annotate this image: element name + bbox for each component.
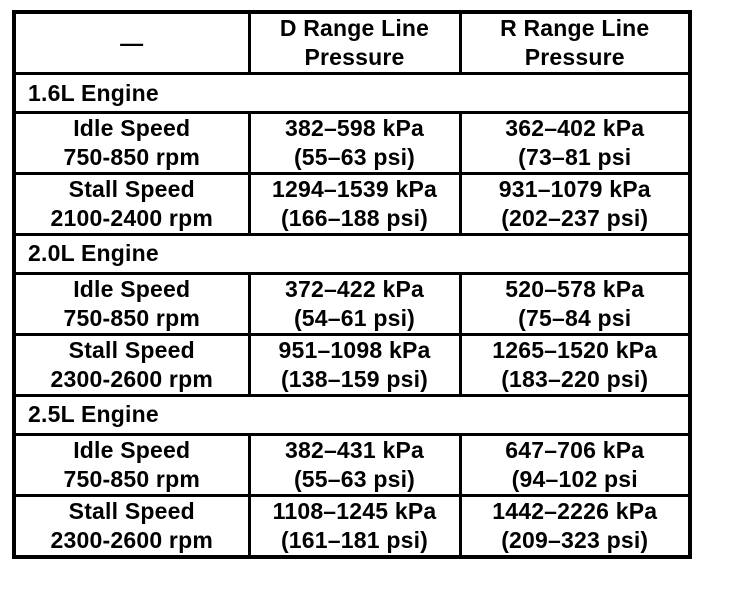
section-title: 2.5L Engine xyxy=(12,393,692,436)
table-row-2-0l-stall: Stall Speed 2300-2600 rpm 951–1098 kPa (… xyxy=(12,332,692,397)
cell-2-0l-stall-r-pressure: 1265–1520 kPa (183–220 psi) xyxy=(458,332,692,397)
cell-1-6l-stall-r-pressure: 931–1079 kPa (202–237 psi) xyxy=(458,171,692,236)
table-header-row: — D Range Line Pressure R Range Line Pre… xyxy=(12,10,692,75)
row-label-idle-speed: Idle Speed 750-850 rpm xyxy=(12,271,251,336)
section-header-2-0l-engine: 2.0L Engine xyxy=(12,232,692,275)
section-title: 1.6L Engine xyxy=(12,72,692,114)
cell-2-0l-idle-d-pressure: 372–422 kPa (54–61 psi) xyxy=(247,271,462,336)
table-row-2-5l-stall: Stall Speed 2300-2600 rpm 1108–1245 kPa … xyxy=(12,493,692,559)
cell-1-6l-idle-d-pressure: 382–598 kPa (55–63 psi) xyxy=(247,111,462,175)
table-row-1-6l-stall: Stall Speed 2100-2400 rpm 1294–1539 kPa … xyxy=(12,171,692,236)
cell-2-5l-stall-d-pressure: 1108–1245 kPa (161–181 psi) xyxy=(247,493,462,559)
header-cell-d-range-line-pressure: D Range Line Pressure xyxy=(247,10,462,75)
table-row-2-0l-idle: Idle Speed 750-850 rpm 372–422 kPa (54–6… xyxy=(12,271,692,336)
row-label-stall-speed: Stall Speed 2100-2400 rpm xyxy=(12,171,251,236)
cell-1-6l-stall-d-pressure: 1294–1539 kPa (166–188 psi) xyxy=(247,171,462,236)
row-label-idle-speed: Idle Speed 750-850 rpm xyxy=(12,111,251,175)
cell-2-5l-stall-r-pressure: 1442–2226 kPa (209–323 psi) xyxy=(458,493,692,559)
line-pressure-spec-table: — D Range Line Pressure R Range Line Pre… xyxy=(12,10,692,559)
cell-2-0l-idle-r-pressure: 520–578 kPa (75–84 psi xyxy=(458,271,692,336)
row-label-stall-speed: Stall Speed 2300-2600 rpm xyxy=(12,332,251,397)
section-header-2-5l-engine: 2.5L Engine xyxy=(12,393,692,436)
cell-2-0l-stall-d-pressure: 951–1098 kPa (138–159 psi) xyxy=(247,332,462,397)
row-label-idle-speed: Idle Speed 750-850 rpm xyxy=(12,432,251,497)
row-label-stall-speed: Stall Speed 2300-2600 rpm xyxy=(12,493,251,559)
table-row-2-5l-idle: Idle Speed 750-850 rpm 382–431 kPa (55–6… xyxy=(12,432,692,497)
section-title: 2.0L Engine xyxy=(12,232,692,275)
header-cell-r-range-line-pressure: R Range Line Pressure xyxy=(458,10,692,75)
header-cell-spec: — xyxy=(12,10,251,75)
cell-2-5l-idle-d-pressure: 382–431 kPa (55–63 psi) xyxy=(247,432,462,497)
cell-1-6l-idle-r-pressure: 362–402 kPa (73–81 psi xyxy=(458,111,692,175)
table-row-1-6l-idle: Idle Speed 750-850 rpm 382–598 kPa (55–6… xyxy=(12,111,692,175)
cell-2-5l-idle-r-pressure: 647–706 kPa (94–102 psi xyxy=(458,432,692,497)
section-header-1-6l-engine: 1.6L Engine xyxy=(12,72,692,114)
